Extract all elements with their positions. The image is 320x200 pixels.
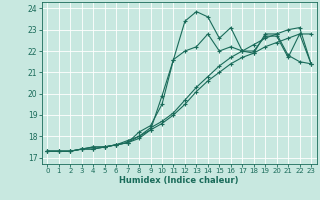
X-axis label: Humidex (Indice chaleur): Humidex (Indice chaleur) [119, 176, 239, 185]
